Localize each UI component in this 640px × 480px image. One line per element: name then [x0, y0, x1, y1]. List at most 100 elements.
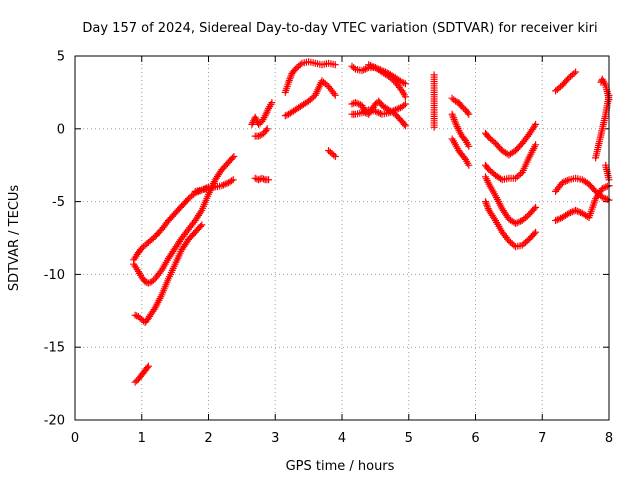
data-point-arc-k: [330, 151, 338, 159]
data-point-arc-n: [373, 108, 381, 116]
data-point-arc-o: [386, 74, 394, 82]
y-tick-labels: 5 0 -5 -10 -15 -20: [44, 50, 65, 429]
data-point-arc-p: [430, 123, 438, 131]
data-point-arc-c: [197, 222, 204, 230]
x-tick-labels: 0 1 2 3 4 5 6 7 8: [71, 431, 613, 446]
data-point-arc-d: [143, 364, 151, 372]
data-point-arc-y: [560, 178, 568, 186]
data-point-arc-w: [482, 198, 489, 206]
data-point-arc-y: [603, 195, 611, 203]
data-point-arc-j: [323, 81, 331, 89]
data-point-arc-f: [260, 175, 268, 183]
data-point-arc-o: [401, 93, 409, 101]
data-point-arc-e: [228, 177, 236, 185]
data-point-arc-e: [218, 182, 226, 190]
x-tick-label: 7: [538, 431, 546, 446]
x-tick-label: 6: [471, 431, 479, 446]
data-point-arc-k: [325, 147, 333, 155]
data-point-arc-c: [198, 221, 206, 229]
data-point-arc-r: [450, 116, 458, 123]
x-tick-label: 3: [271, 431, 279, 446]
y-tick-label: -20: [44, 414, 65, 429]
data-point-arc-c: [150, 306, 158, 314]
data-point-arc-m: [355, 100, 363, 108]
chart-title: Day 157 of 2024, Sidereal Day-to-day VTE…: [82, 21, 597, 36]
data-point-arc-n: [371, 107, 379, 115]
data-point-arc-z: [575, 208, 583, 216]
data-point-arc-j: [330, 90, 338, 98]
data-point-arc-n: [375, 109, 383, 117]
data-point-arc-l: [398, 78, 406, 86]
data-point-arc-y: [562, 177, 570, 185]
x-tick-label: 1: [138, 431, 146, 446]
x-axis-label: GPS time / hours: [286, 459, 395, 474]
data-point-arc-n: [400, 102, 408, 109]
data-point-arc-f: [251, 174, 259, 182]
data-point-arc-l: [361, 65, 369, 73]
data-point-arc-w: [510, 241, 518, 249]
data-point-arc-y: [563, 177, 571, 184]
data-point-arc-n: [385, 109, 393, 117]
data-point-arc-j: [281, 112, 289, 120]
data-point-arc-l: [350, 64, 358, 72]
plot-frame: [74, 55, 610, 421]
data-point-arc-l: [358, 67, 366, 75]
y-tick-label: -10: [44, 268, 65, 283]
data-point-arc-m: [351, 99, 359, 107]
data-point-arc-n: [390, 107, 398, 115]
data-point-arc-w: [483, 201, 491, 209]
data-point-arc-z: [600, 184, 608, 192]
data-point-arc-l: [360, 66, 368, 74]
data-point-arc-l: [400, 79, 408, 87]
data-point-arc-n: [358, 109, 366, 117]
data-point-arc-e: [221, 180, 229, 188]
data-point-arc-z: [598, 185, 606, 192]
data-point-arc-g: [268, 99, 276, 107]
data-point-arc-q: [465, 110, 473, 118]
data-point-arc-n: [386, 108, 394, 116]
data-point-arc-b: [197, 208, 205, 216]
data-point-arc-i: [296, 61, 304, 69]
data-point-arc-b: [229, 154, 236, 162]
x-tick-label: 2: [204, 431, 212, 446]
y-tick-label: 5: [57, 50, 65, 65]
data-point-arc-s: [465, 161, 473, 169]
data-point-arc-z: [565, 209, 573, 217]
data-point-arc-m: [348, 100, 356, 108]
data-point-arc-f: [265, 176, 273, 184]
data-point-arc-e: [223, 179, 231, 187]
data-point-arc-q: [464, 109, 472, 117]
data-point-arc-c: [131, 311, 139, 319]
data-point-arc-u: [532, 141, 540, 149]
data-point-arc-v: [512, 219, 519, 227]
data-point-arc-i: [331, 61, 339, 69]
data-point-arc-w: [490, 215, 498, 223]
data-point-arc-a: [148, 236, 156, 243]
data-point-arc-h: [263, 125, 271, 133]
data-point-arc-t: [532, 120, 540, 128]
data-point-arc-o: [397, 85, 405, 93]
data-point-arc-r: [465, 142, 473, 150]
data-point-arc-o: [368, 62, 376, 70]
data-point-arc-m: [400, 120, 408, 128]
data-point-arc-n: [401, 100, 409, 108]
data-point-arc-w: [530, 230, 538, 238]
data-point-arc-w: [532, 228, 540, 236]
y-axis-label: SDTVAR / TECUs: [7, 185, 22, 292]
data-point-arc-o: [390, 77, 398, 85]
y-tick-label: -5: [52, 195, 65, 210]
data-point-arc-f: [255, 176, 263, 184]
data-point-arc-n: [395, 104, 403, 112]
data-point-arc-h: [262, 126, 270, 134]
data-point-arc-k: [331, 153, 339, 160]
data-point-arc-z: [602, 183, 610, 191]
data-point-arc-x: [570, 70, 578, 77]
data-point-arc-v: [523, 212, 531, 220]
data-point-arc-t: [531, 122, 538, 130]
data-point-arc-n: [361, 107, 369, 115]
data-point-arc-r: [449, 112, 457, 120]
data-point-arc-b: [144, 279, 152, 287]
data-point-arc-n: [360, 108, 368, 116]
x-tick-label: 5: [405, 431, 413, 446]
